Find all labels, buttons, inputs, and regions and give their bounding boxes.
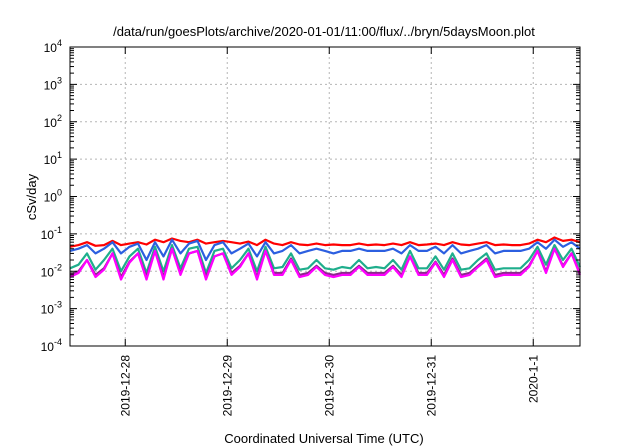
y-tick-exponent: -3 bbox=[54, 300, 62, 310]
y-tick-exponent: -4 bbox=[54, 337, 62, 347]
y-tick-exponent: -1 bbox=[54, 225, 62, 235]
y-axis-label: cSv/day bbox=[24, 173, 39, 220]
x-axis-ticks: 2019-12-28 2019-12-29 2019-12-30 2019-12-31… bbox=[118, 47, 540, 416]
series-line-5 bbox=[69, 247, 582, 281]
y-tick-label: 104 bbox=[44, 38, 62, 55]
y-tick-base: 10 bbox=[44, 153, 58, 167]
x-tick-label: 2020-1-1 bbox=[526, 355, 540, 403]
y-tick-exponent: -2 bbox=[54, 262, 62, 272]
x-tick-label: 2019-12-31 bbox=[424, 355, 438, 417]
y-tick-base: 10 bbox=[44, 78, 58, 92]
y-tick-exponent: 4 bbox=[57, 38, 62, 48]
y-tick-base: 10 bbox=[44, 191, 58, 205]
y-tick-label: 10-3 bbox=[41, 300, 62, 317]
x-tick-label: 2019-12-28 bbox=[118, 355, 132, 417]
y-tick-label: 10-1 bbox=[41, 225, 62, 242]
y-tick-exponent: 1 bbox=[57, 150, 62, 160]
y-tick-base: 10 bbox=[41, 303, 55, 317]
series-line-2 bbox=[69, 238, 581, 262]
y-tick-exponent: 2 bbox=[57, 113, 62, 123]
x-tick-label: 2019-12-29 bbox=[220, 355, 234, 417]
series-line-3 bbox=[69, 244, 581, 275]
y-tick-label: 101 bbox=[44, 150, 62, 167]
y-tick-exponent: 0 bbox=[57, 188, 62, 198]
y-tick-base: 10 bbox=[44, 41, 58, 55]
y-tick-label: 10-2 bbox=[41, 262, 62, 279]
y-tick-exponent: 3 bbox=[57, 75, 62, 85]
series-line-1 bbox=[69, 236, 581, 248]
y-tick-label: 102 bbox=[44, 113, 62, 130]
y-tick-label: 103 bbox=[44, 75, 62, 92]
x-axis-label: Coordinated Universal Time (UTC) bbox=[224, 431, 423, 446]
y-tick-base: 10 bbox=[41, 228, 55, 242]
chart-title: /data/run/goesPlots/archive/2020-01-01/1… bbox=[113, 24, 535, 39]
y-tick-base: 10 bbox=[41, 265, 55, 279]
y-tick-base: 10 bbox=[44, 116, 58, 130]
series-lines bbox=[69, 236, 582, 281]
grid bbox=[70, 47, 580, 346]
x-tick-label: 2019-12-30 bbox=[322, 355, 336, 417]
y-tick-base: 10 bbox=[41, 340, 55, 354]
y-tick-label: 10-4 bbox=[41, 337, 62, 354]
y-tick-label: 100 bbox=[44, 188, 62, 205]
